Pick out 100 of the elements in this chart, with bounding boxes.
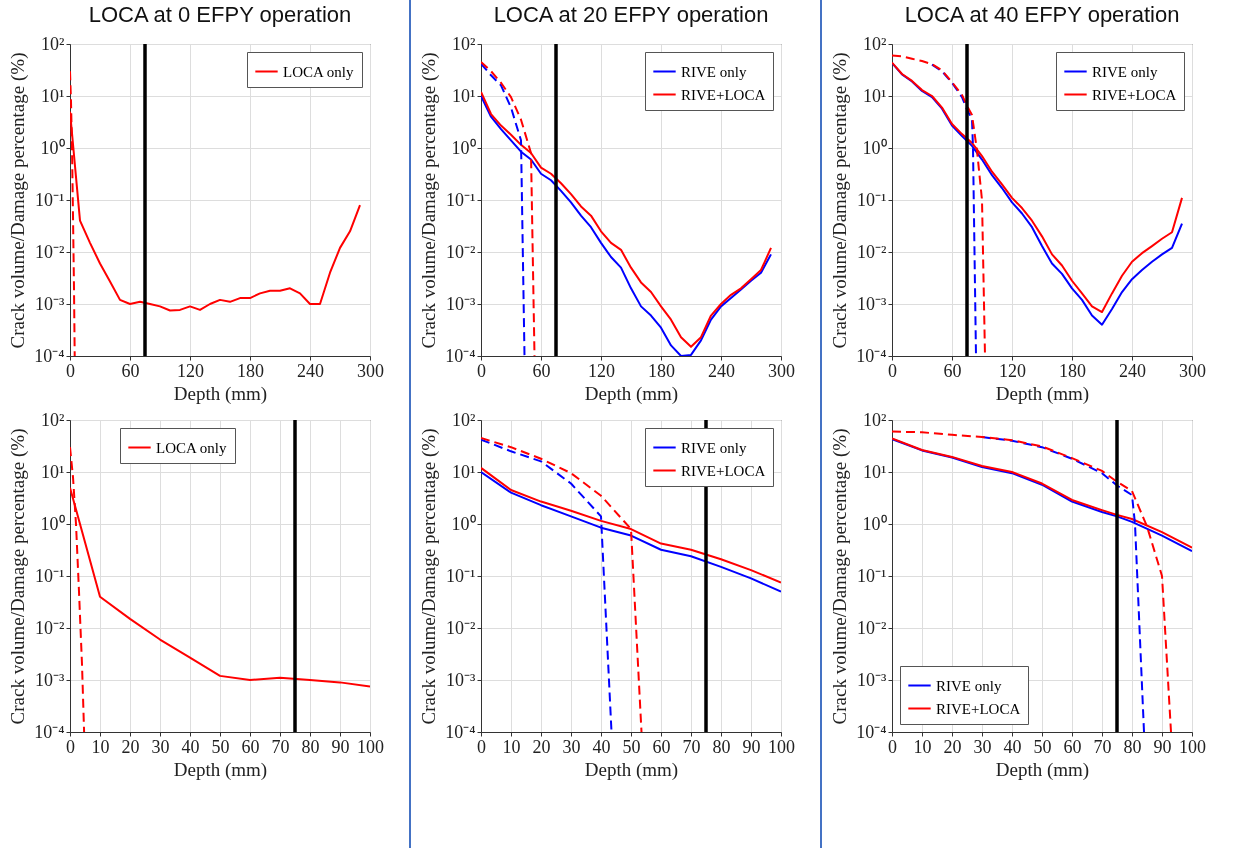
x-tick-label: 50 <box>211 736 230 757</box>
y-tick-label: 10⁻² <box>35 241 65 262</box>
y-tick-label: 10¹ <box>452 461 476 482</box>
y-tick-label: 10⁻³ <box>446 669 477 690</box>
x-tick-label: 90 <box>1153 736 1172 757</box>
x-tick-label: 30 <box>562 736 581 757</box>
x-tick-label: 60 <box>943 360 962 381</box>
x-tick-label: 0 <box>477 360 486 381</box>
x-tick-label: 80 <box>301 736 320 757</box>
legend-label: LOCA only <box>283 63 354 80</box>
y-tick-label: 10⁰ <box>862 513 887 534</box>
x-tick-label: 90 <box>742 736 761 757</box>
x-tick-label: 40 <box>181 736 200 757</box>
x-tick-label: 30 <box>151 736 170 757</box>
x-tick-label: 80 <box>1123 736 1142 757</box>
x-tick-label: 120 <box>177 360 204 381</box>
x-axis-title: Depth (mm) <box>995 382 1090 405</box>
chart-title: LOCA at 40 EFPY operation <box>904 2 1180 27</box>
y-tick-label: 10⁻² <box>446 241 476 262</box>
y-tick-label: 10⁻⁴ <box>34 345 65 366</box>
y-tick-label: 10⁰ <box>451 513 476 534</box>
x-tick-label: 80 <box>712 736 731 757</box>
x-axis-title: Depth (mm) <box>995 758 1090 781</box>
x-tick-label: 100 <box>1179 736 1206 757</box>
x-tick-label: 180 <box>237 360 264 381</box>
y-tick-label: 10¹ <box>863 461 887 482</box>
legend-label: RIVE only <box>681 63 747 80</box>
legend-label: RIVE+LOCA <box>681 462 766 479</box>
y-tick-label: 10² <box>41 33 65 54</box>
x-tick-label: 240 <box>708 360 735 381</box>
x-axis-title: Depth (mm) <box>584 382 679 405</box>
x-tick-label: 60 <box>1063 736 1082 757</box>
legend-label: RIVE only <box>681 439 747 456</box>
y-tick-label: 10⁻¹ <box>446 189 476 210</box>
x-tick-label: 100 <box>768 736 795 757</box>
legend-label: LOCA only <box>156 439 227 456</box>
y-tick-label: 10⁰ <box>862 137 887 158</box>
y-tick-label: 10⁻² <box>857 241 887 262</box>
y-tick-label: 10⁻¹ <box>857 565 887 586</box>
x-axis-title: Depth (mm) <box>173 758 268 781</box>
x-tick-label: 180 <box>648 360 675 381</box>
y-tick-label: 10⁻⁴ <box>856 345 887 366</box>
y-tick-label: 10² <box>452 33 476 54</box>
x-tick-label: 0 <box>66 736 75 757</box>
x-tick-label: 120 <box>999 360 1026 381</box>
y-tick-label: 10⁻⁴ <box>445 345 476 366</box>
x-tick-label: 240 <box>297 360 324 381</box>
legend-label: RIVE only <box>1092 63 1158 80</box>
x-tick-label: 70 <box>1093 736 1112 757</box>
y-tick-label: 10⁻⁴ <box>445 721 476 742</box>
y-axis-title: Crack volume/Damage percentage (%) <box>7 52 30 349</box>
y-tick-label: 10² <box>41 409 65 430</box>
y-tick-label: 10⁰ <box>40 137 65 158</box>
x-tick-label: 40 <box>1003 736 1022 757</box>
x-tick-label: 20 <box>121 736 140 757</box>
y-tick-label: 10¹ <box>452 85 476 106</box>
x-tick-label: 30 <box>973 736 992 757</box>
x-tick-label: 60 <box>241 736 260 757</box>
y-tick-label: 10⁻² <box>35 617 65 638</box>
y-tick-label: 10⁻³ <box>857 293 888 314</box>
y-tick-label: 10⁻⁴ <box>856 721 887 742</box>
y-tick-label: 10⁻³ <box>857 669 888 690</box>
x-tick-label: 20 <box>532 736 551 757</box>
y-tick-label: 10⁻² <box>446 617 476 638</box>
x-tick-label: 0 <box>888 736 897 757</box>
y-axis-title: Crack volume/Damage percentage (%) <box>7 428 30 725</box>
x-tick-label: 10 <box>91 736 110 757</box>
x-tick-label: 240 <box>1119 360 1146 381</box>
x-tick-label: 70 <box>271 736 290 757</box>
x-tick-label: 70 <box>682 736 701 757</box>
y-tick-label: 10⁰ <box>40 513 65 534</box>
x-tick-label: 90 <box>331 736 350 757</box>
y-tick-label: 10⁻⁴ <box>34 721 65 742</box>
y-tick-label: 10¹ <box>41 85 65 106</box>
y-axis-title: Crack volume/Damage percentage (%) <box>829 52 852 349</box>
y-tick-label: 10⁻² <box>857 617 887 638</box>
y-tick-label: 10⁻¹ <box>35 189 65 210</box>
chart-title: LOCA at 20 EFPY operation <box>493 2 769 27</box>
y-tick-label: 10² <box>452 409 476 430</box>
y-axis-title: Crack volume/Damage percentage (%) <box>418 428 441 725</box>
y-tick-label: 10⁻³ <box>446 293 477 314</box>
x-tick-label: 20 <box>943 736 962 757</box>
x-axis-title: Depth (mm) <box>584 758 679 781</box>
x-tick-label: 60 <box>121 360 140 381</box>
chart-title: LOCA at 0 EFPY operation <box>88 2 352 27</box>
x-tick-label: 300 <box>768 360 795 381</box>
x-tick-label: 0 <box>477 736 486 757</box>
legend-label: RIVE+LOCA <box>1092 86 1177 103</box>
legend-label: RIVE only <box>936 677 1002 694</box>
y-tick-label: 10² <box>863 33 887 54</box>
x-tick-label: 300 <box>357 360 384 381</box>
x-tick-label: 60 <box>652 736 671 757</box>
y-axis-title: Crack volume/Damage percentage (%) <box>418 52 441 349</box>
x-tick-label: 60 <box>532 360 551 381</box>
x-tick-label: 300 <box>1179 360 1206 381</box>
x-tick-label: 0 <box>888 360 897 381</box>
x-tick-label: 40 <box>592 736 611 757</box>
x-tick-label: 100 <box>357 736 384 757</box>
x-tick-label: 50 <box>622 736 641 757</box>
x-tick-label: 180 <box>1059 360 1086 381</box>
